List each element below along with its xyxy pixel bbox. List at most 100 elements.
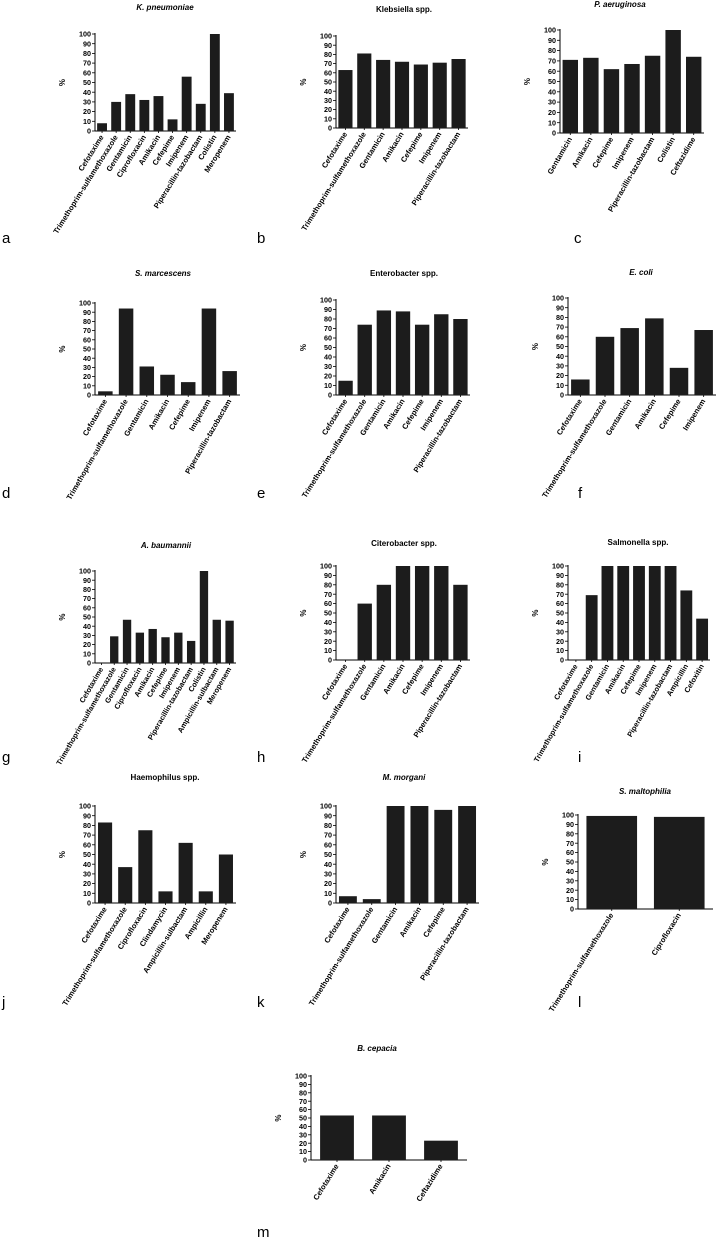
bar-ciprofloxacin xyxy=(138,830,153,903)
y-tick-label: 80 xyxy=(83,317,91,326)
chart-title: Klebsiella spp. xyxy=(376,5,432,14)
bar-meropenem xyxy=(224,93,234,131)
y-tick-label: 10 xyxy=(556,381,564,390)
y-tick-label: 90 xyxy=(299,1080,307,1089)
x-tick-label: Cefotaxime xyxy=(311,1162,340,1201)
y-tick-label: 70 xyxy=(556,590,564,599)
bar-meropenem xyxy=(218,854,233,903)
y-tick-label: 100 xyxy=(544,26,556,35)
panel-letter: h xyxy=(257,749,265,766)
bar-amikacin xyxy=(410,806,429,903)
panel-letter: b xyxy=(257,230,265,247)
y-tick-label: 100 xyxy=(320,296,332,305)
bar-cefotaxime xyxy=(98,822,113,903)
x-tick-label: Ciprofloxacin xyxy=(650,911,684,957)
y-tick-label: 80 xyxy=(324,580,332,589)
bar-piperacillin-tazobactam xyxy=(453,319,468,395)
y-tick-label: 10 xyxy=(566,895,574,904)
bar-piperacillin-tazobactam xyxy=(451,59,466,128)
panel-letter: c xyxy=(574,230,582,247)
chart-title: Haemophilus spp. xyxy=(131,773,200,782)
bar-gentamicin xyxy=(601,566,614,660)
y-axis-label: % xyxy=(299,344,308,351)
y-tick-label: 100 xyxy=(79,802,91,811)
y-tick-label: 40 xyxy=(324,87,332,96)
y-axis-label: % xyxy=(299,78,308,85)
bar-imipenem xyxy=(694,330,713,395)
chart-panel-g: A. baumannii%0102030405060708090100Cefot… xyxy=(2,541,236,767)
bar-cefepime xyxy=(167,119,178,131)
y-tick-label: 90 xyxy=(324,41,332,50)
chart-title: B. cepacia xyxy=(357,1044,397,1053)
y-tick-label: 20 xyxy=(324,637,332,646)
y-tick-label: 10 xyxy=(299,1147,307,1156)
bar-ciprofloxacin xyxy=(653,816,705,909)
bar-trimethoprim-sulfamethoxazole xyxy=(595,336,615,395)
y-tick-label: 20 xyxy=(324,372,332,381)
panel-letter: g xyxy=(2,749,10,766)
y-tick-label: 60 xyxy=(83,68,91,77)
bar-piperacillin-tazobactam xyxy=(186,640,196,663)
y-tick-label: 70 xyxy=(566,839,574,848)
x-tick-label: Amikacin xyxy=(367,1162,393,1196)
bar-meropenem xyxy=(225,620,234,663)
chart-title: A. baumannii xyxy=(140,541,192,550)
y-tick-label: 70 xyxy=(548,57,556,66)
bar-amikacin xyxy=(153,96,164,131)
y-tick-label: 50 xyxy=(299,1114,307,1123)
y-tick-label: 30 xyxy=(83,363,91,372)
y-tick-label: 0 xyxy=(560,656,564,665)
y-tick-label: 20 xyxy=(299,1139,307,1148)
y-tick-label: 40 xyxy=(83,622,91,631)
bar-cefotaxime xyxy=(97,123,107,131)
y-axis-label: % xyxy=(58,345,67,352)
y-tick-label: 20 xyxy=(324,105,332,114)
y-tick-label: 70 xyxy=(324,59,332,68)
bar-trimethoprim-sulfamethoxazole xyxy=(357,603,372,660)
y-tick-label: 10 xyxy=(83,889,91,898)
y-tick-label: 10 xyxy=(324,646,332,655)
bar-amikacin xyxy=(372,1115,406,1160)
y-tick-label: 50 xyxy=(83,850,91,859)
y-tick-label: 70 xyxy=(324,831,332,840)
y-tick-label: 70 xyxy=(83,326,91,335)
panel-letter: l xyxy=(578,994,581,1011)
bar-trimethoprim-sulfamethoxazole xyxy=(118,308,134,395)
bar-gentamicin xyxy=(376,584,392,660)
y-tick-label: 100 xyxy=(79,299,91,308)
chart-panel-d: S. marcescens%0102030405060708090100Cefo… xyxy=(2,269,240,502)
y-axis-label: % xyxy=(531,609,540,616)
y-tick-label: 30 xyxy=(324,627,332,636)
chart-panel-f: E. coli%0102030405060708090100Cefotaxime… xyxy=(531,268,716,502)
chart-panel-l: S. maltophilia%0102030405060708090100Tri… xyxy=(541,787,713,1013)
y-tick-label: 90 xyxy=(324,811,332,820)
y-tick-label: 20 xyxy=(566,886,574,895)
y-tick-label: 20 xyxy=(83,879,91,888)
y-axis-label: % xyxy=(274,1114,283,1121)
y-tick-label: 70 xyxy=(556,323,564,332)
bar-cefepime xyxy=(603,69,620,133)
y-tick-label: 40 xyxy=(324,618,332,627)
bar-gentamicin xyxy=(376,59,391,128)
bar-imipenem xyxy=(432,62,447,128)
bar-colistin xyxy=(665,30,681,133)
y-tick-label: 70 xyxy=(324,590,332,599)
bar-piperacillin-tazobactam xyxy=(222,371,237,395)
x-tick-label: Imipenem xyxy=(681,397,708,432)
y-tick-label: 60 xyxy=(324,599,332,608)
y-tick-label: 0 xyxy=(87,127,91,136)
chart-title: S. maltophilia xyxy=(619,787,672,796)
bar-trimethoprim-sulfamethoxazole xyxy=(118,867,133,903)
y-tick-label: 60 xyxy=(548,67,556,76)
bar-gentamicin xyxy=(125,94,136,131)
x-tick-label: Gentamicin xyxy=(546,135,575,176)
chart-panel-k: M. morgani%0102030405060708090100Cefotax… xyxy=(257,773,479,1011)
bar-ciprofloxacin xyxy=(139,99,150,131)
chart-title: Salmonella spp. xyxy=(608,538,669,547)
y-axis-label: % xyxy=(299,851,308,858)
y-tick-label: 20 xyxy=(83,372,91,381)
y-tick-label: 50 xyxy=(324,78,332,87)
y-tick-label: 10 xyxy=(556,646,564,655)
y-tick-label: 50 xyxy=(324,343,332,352)
